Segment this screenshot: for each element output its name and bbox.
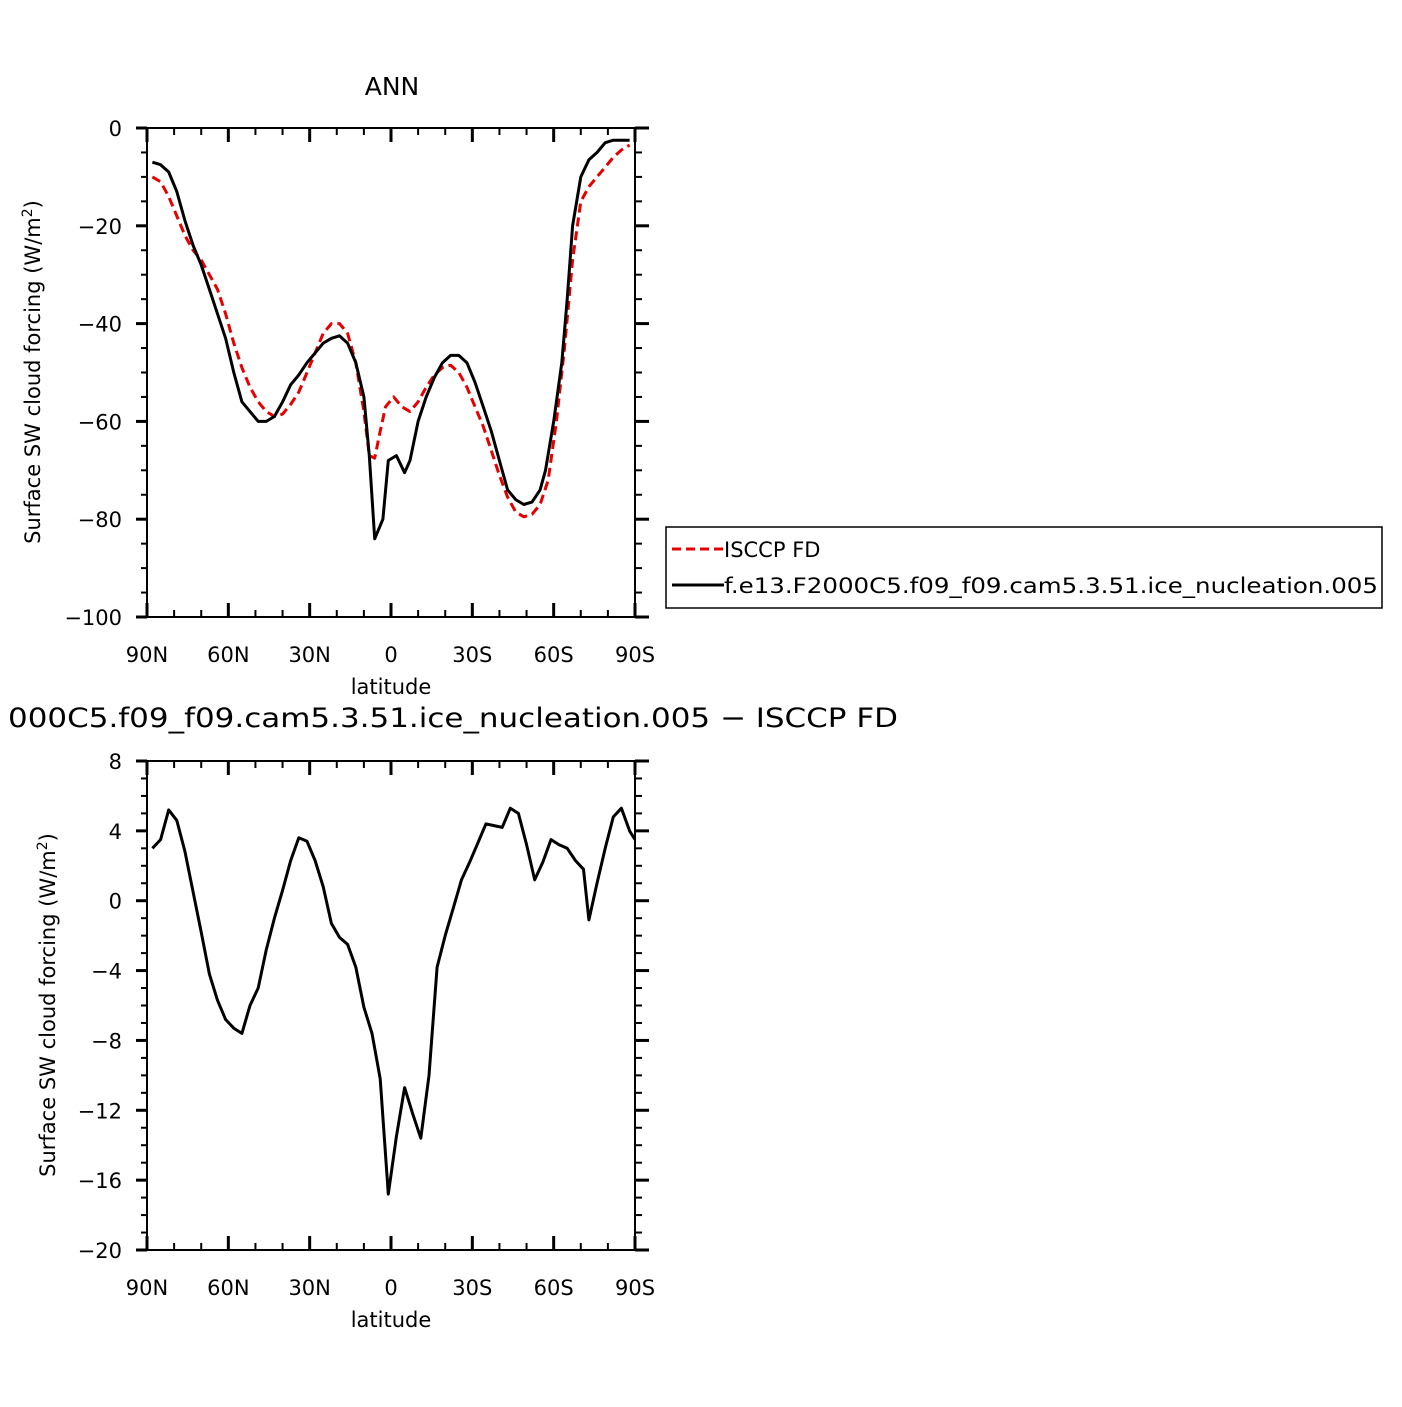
top-chart-title: ANN — [365, 72, 420, 101]
top-y-axis-label: Surface SW cloud forcing (W/m2) — [20, 200, 45, 544]
bottom-y-axis-label-close: ) — [36, 833, 60, 841]
bottom-axis-ticks: 90N 60N 30N 0 30S 60S 90S 8 4 0 −4 −8 −12 −16 −20 — [78, 750, 655, 1300]
top-x-axis-label: latitude — [351, 675, 432, 699]
legend: ISCCP FD f.e13.F2000C5.f09_f09.cam5.3.51… — [665, 526, 1383, 609]
top-chart: ANN Surface SW cloud forcing (W/m2) lati… — [20, 72, 655, 699]
top-axis-ticks: 90N 60N 30N 0 30S 60S 90S 0 −20 −40 −60 −80 −100 — [64, 117, 655, 667]
bottom-y-tick-label-6: −16 — [78, 1169, 122, 1193]
top-x-tick-label-2: 30N — [288, 643, 330, 667]
top-y-tick-label-0: 0 — [109, 117, 122, 141]
bottom-chart: 000C5.f09_f09.cam5.3.51.ice_nucleation.0… — [8, 703, 898, 1332]
bottom-chart-title: 000C5.f09_f09.cam5.3.51.ice_nucleation.0… — [8, 703, 898, 734]
top-y-axis-label-text: Surface SW cloud forcing (W/m — [21, 217, 45, 544]
bottom-x-tick-label-6: 90S — [615, 1276, 655, 1300]
bottom-x-tick-label-5: 60S — [534, 1276, 574, 1300]
bottom-x-tick-label-2: 30N — [288, 1276, 330, 1300]
top-y-tick-label-1: −20 — [78, 215, 122, 239]
top-x-tick-label-1: 60N — [207, 643, 249, 667]
bottom-y-tick-label-2: 0 — [109, 890, 122, 914]
top-x-tick-label-6: 90S — [615, 643, 655, 667]
top-y-tick-label-4: −80 — [78, 508, 122, 532]
top-x-tick-label-5: 60S — [534, 643, 574, 667]
top-y-axis-label-close: ) — [21, 200, 45, 208]
bottom-x-tick-label-3: 0 — [384, 1276, 397, 1300]
top-y-axis-label-superscript: 2 — [20, 208, 36, 217]
bottom-y-axis-label-superscript: 2 — [35, 841, 51, 850]
top-y-tick-label-2: −40 — [78, 313, 122, 337]
top-plot-frame — [146, 127, 636, 618]
top-y-tick-label-3: −60 — [78, 410, 122, 434]
bottom-series-line-0 — [151, 806, 637, 1196]
bottom-y-axis-label-text: Surface SW cloud forcing (W/m — [36, 850, 60, 1177]
bottom-x-tick-label-0: 90N — [126, 1276, 168, 1300]
bottom-y-tick-label-0: 8 — [109, 750, 122, 774]
legend-label-model: f.e13.F2000C5.f09_f09.cam5.3.51.ice_nucl… — [724, 574, 1378, 599]
bottom-y-tick-label-4: −8 — [91, 1029, 122, 1053]
bottom-y-tick-label-1: 4 — [109, 820, 122, 844]
top-series-layer — [151, 138, 631, 541]
top-x-tick-label-0: 90N — [126, 643, 168, 667]
top-series-line-1 — [151, 138, 630, 541]
bottom-x-axis-label: latitude — [351, 1308, 432, 1332]
top-x-tick-label-4: 30S — [452, 643, 492, 667]
legend-box — [665, 526, 1383, 609]
bottom-y-axis-label: Surface SW cloud forcing (W/m2) — [35, 833, 60, 1177]
top-y-tick-label-5: −100 — [64, 606, 122, 630]
top-series-line-0 — [151, 143, 631, 519]
bottom-plot-frame — [146, 760, 636, 1251]
bottom-y-tick-label-7: −20 — [78, 1239, 122, 1263]
bottom-series-layer — [151, 806, 637, 1196]
bottom-x-tick-label-1: 60N — [207, 1276, 249, 1300]
bottom-y-tick-label-3: −4 — [91, 960, 122, 984]
bottom-x-tick-label-4: 30S — [452, 1276, 492, 1300]
legend-label-isccp: ISCCP FD — [724, 538, 820, 562]
bottom-y-tick-label-5: −12 — [78, 1099, 122, 1123]
top-x-tick-label-3: 0 — [384, 643, 397, 667]
